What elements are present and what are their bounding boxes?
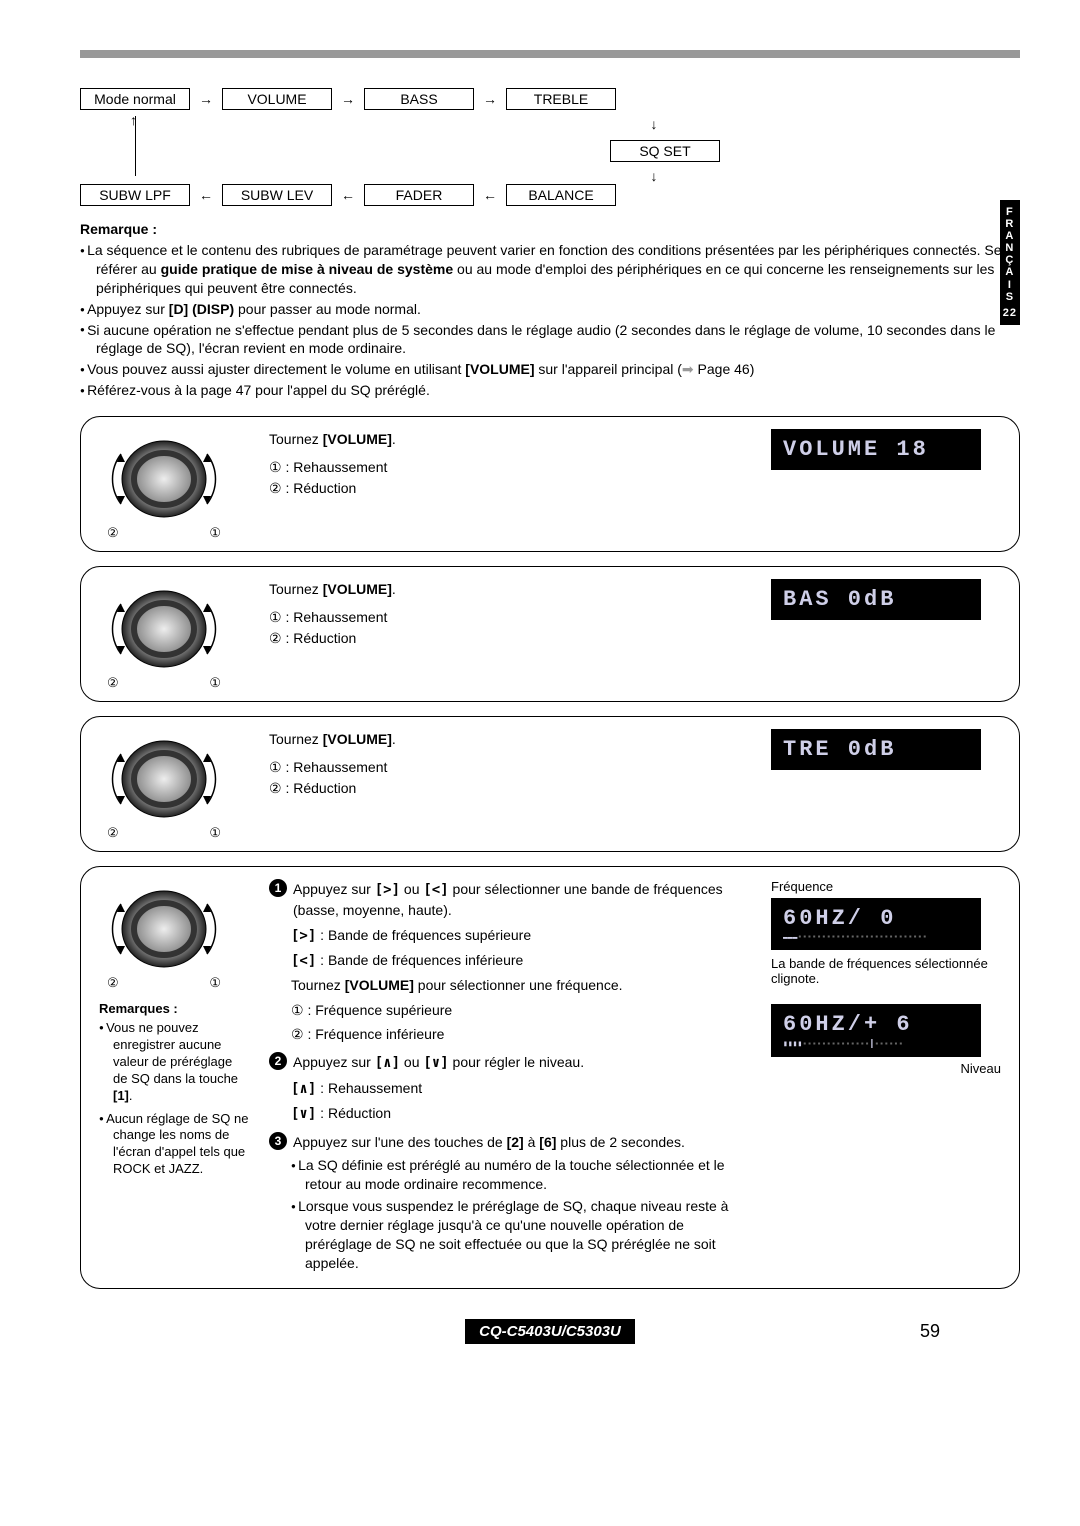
sq-step-1: 1 Appuyez sur [>] ou [<] pour sélectionn… xyxy=(269,879,751,921)
sq-note-item: Vous ne pouvez enregistrer aucune valeur… xyxy=(99,1020,249,1104)
remarque-item: Référez-vous à la page 47 pour l'appel d… xyxy=(80,381,1020,400)
freq-label: Fréquence xyxy=(771,879,1001,894)
lcd-sq-level: 60HZ/+ 6 ▮▮▮▮▪▪▪▪▪▪▪▪▪▪▪▪▪▪┃▪▪▪▪▪▪ xyxy=(771,1004,981,1057)
lcd-sq-freq: 60HZ/ 0 ▬▬▬▪▪▪▪▪▪▪▪▪▪▪▪▪▪▪▪▪▪▪▪▪▪▪▪▪▪▪ xyxy=(771,898,981,950)
sq-step-3: 3 Appuyez sur l'une des touches de [2] à… xyxy=(269,1132,751,1152)
header-bar xyxy=(80,50,1020,58)
page-number: 59 xyxy=(920,1321,940,1342)
remarque-item: Vous pouvez aussi ajuster directement le… xyxy=(80,360,1020,379)
flow-volume: VOLUME xyxy=(222,88,332,110)
remarque-item: Si aucune opération ne s'effectue pendan… xyxy=(80,321,1020,359)
flow-mode-normal: Mode normal xyxy=(80,88,190,110)
lcd-bass: BAS 0dB xyxy=(771,579,981,620)
flow-treble: TREBLE xyxy=(506,88,616,110)
flow-bass: BASS xyxy=(364,88,474,110)
remarque-item: La séquence et le contenu des rubriques … xyxy=(80,241,1020,298)
settings-flow-diagram: Mode normal VOLUME BASS TREBLE ↑ ↓ SQ SE… xyxy=(80,88,720,206)
sq-note-item: Aucun réglage de SQ ne change les noms d… xyxy=(99,1111,249,1179)
sq-notes-heading: Remarques : xyxy=(99,1001,249,1016)
flow-subw-lpf: SUBW LPF xyxy=(80,184,190,206)
flow-fader: FADER xyxy=(364,184,474,206)
remarque-heading: Remarque : xyxy=(80,221,1020,237)
sq-step3-bullet: Lorsque vous suspendez le préréglage de … xyxy=(291,1197,751,1273)
sq-knob-icon: ②① xyxy=(99,879,229,989)
remarque-list: La séquence et le contenu des rubriques … xyxy=(80,241,1020,400)
treble-card: ②① Tournez [VOLUME]. ① : Rehaussement ② … xyxy=(80,716,1020,852)
sq-step-2: 2 Appuyez sur [∧] ou [∨] pour régler le … xyxy=(269,1052,751,1073)
model-badge: CQ-C5403U/C5303U xyxy=(465,1319,635,1344)
flow-subw-lev: SUBW LEV xyxy=(222,184,332,206)
remarque-item: Appuyez sur [D] (DISP) pour passer au mo… xyxy=(80,300,1020,319)
flow-balance: BALANCE xyxy=(506,184,616,206)
lcd-volume: VOLUME 18 xyxy=(771,429,981,470)
band-note: La bande de fréquences sélectionnée clig… xyxy=(771,956,1001,986)
flow-sq-set: SQ SET xyxy=(610,140,720,162)
bass-knob-icon: ②① xyxy=(99,579,229,689)
sq-step3-bullet: La SQ définie est préréglé au numéro de … xyxy=(291,1156,751,1194)
volume-knob-icon: ②① xyxy=(99,429,229,539)
volume-card: ②① Tournez [VOLUME]. ① : Rehaussement ② … xyxy=(80,416,1020,552)
page-footer: CQ-C5403U/C5303U 59 xyxy=(80,1319,1020,1344)
level-label: Niveau xyxy=(771,1061,1001,1076)
language-tab: FRANÇAIS 22 xyxy=(1000,200,1020,325)
sq-card: ②① Remarques : Vous ne pouvez enregistre… xyxy=(80,866,1020,1289)
bass-card: ②① Tournez [VOLUME]. ① : Rehaussement ② … xyxy=(80,566,1020,702)
treble-knob-icon: ②① xyxy=(99,729,229,839)
lcd-treble: TRE 0dB xyxy=(771,729,981,770)
